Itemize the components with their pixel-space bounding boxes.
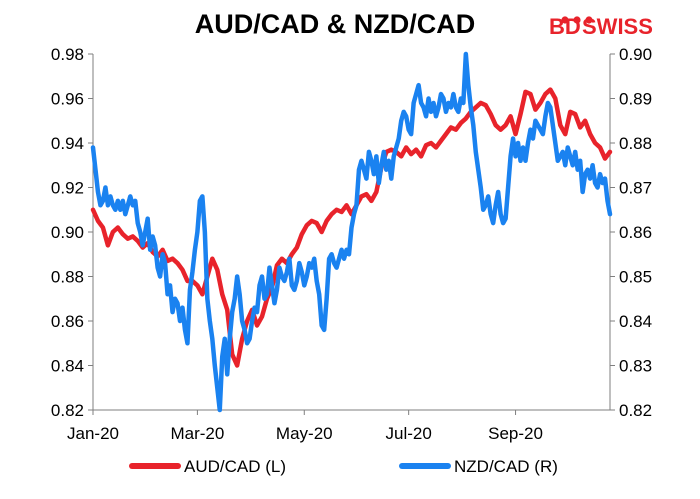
x-tick-label: May-20 bbox=[276, 424, 333, 443]
left-tick-label: 0.92 bbox=[51, 179, 84, 198]
x-tick-label: Mar-20 bbox=[170, 424, 224, 443]
logo-swiss-text: SWISS bbox=[582, 14, 653, 39]
left-tick-label: 0.94 bbox=[51, 134, 84, 153]
left-tick-label: 0.88 bbox=[51, 268, 84, 287]
right-tick-label: 0.87 bbox=[619, 179, 652, 198]
right-tick-label: 0.83 bbox=[619, 357, 652, 376]
logo-dot bbox=[573, 16, 581, 24]
x-tick-label: Jan-20 bbox=[67, 424, 119, 443]
x-tick-label: Sep-20 bbox=[488, 424, 543, 443]
right-tick-label: 0.89 bbox=[619, 90, 652, 109]
legend-label: AUD/CAD (L) bbox=[184, 457, 286, 476]
right-tick-label: 0.84 bbox=[619, 312, 652, 331]
left-tick-label: 0.90 bbox=[51, 223, 84, 242]
left-tick-label: 0.98 bbox=[51, 45, 84, 64]
logo: BD SWISS bbox=[549, 14, 653, 39]
left-tick-label: 0.96 bbox=[51, 90, 84, 109]
left-tick-label: 0.84 bbox=[51, 357, 84, 376]
logo-dot bbox=[585, 16, 593, 24]
left-tick-label: 0.82 bbox=[51, 401, 84, 420]
aud-cad-series-line bbox=[90, 87, 613, 368]
nzd-cad-series-line bbox=[90, 51, 613, 413]
axes: 0.82 0.84 0.86 0.88 0.90 0.92 0.94 0.96 0.98 0.82… bbox=[51, 45, 652, 443]
logo-dot bbox=[561, 16, 569, 24]
left-tick-label: 0.86 bbox=[51, 312, 84, 331]
right-tick-label: 0.86 bbox=[619, 223, 652, 242]
right-tick-label: 0.88 bbox=[619, 134, 652, 153]
logo-bd-text: BD bbox=[549, 14, 581, 39]
right-tick-label: 0.85 bbox=[619, 268, 652, 287]
chart-title: AUD/CAD & NZD/CAD bbox=[195, 9, 475, 39]
series-layer bbox=[90, 51, 613, 413]
legend-label: NZD/CAD (R) bbox=[454, 457, 558, 476]
right-tick-label: 0.90 bbox=[619, 45, 652, 64]
logo-mark bbox=[561, 16, 593, 24]
right-tick-label: 0.82 bbox=[619, 401, 652, 420]
x-tick-label: Jul-20 bbox=[386, 424, 432, 443]
legend: AUD/CAD (L) NZD/CAD (R) bbox=[129, 457, 558, 476]
